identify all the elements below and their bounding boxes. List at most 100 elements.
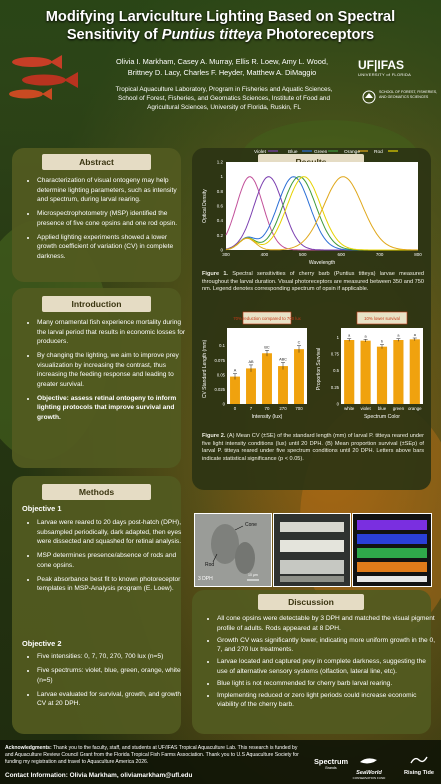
discussion-item: Blue light is not recommended for cherry… [217, 679, 437, 689]
y-tick-label: 0 [337, 402, 340, 407]
introduction-item: Many ornamental fish experience mortalit… [37, 318, 187, 347]
x-axis-label: Intensity (lux) [252, 414, 283, 420]
x-tick-label: 70 [265, 406, 270, 411]
introduction-list: Many ornamental fish experience mortalit… [25, 318, 187, 427]
significance-letter: a [414, 333, 417, 337]
fish-1 [12, 55, 62, 69]
bar [246, 368, 256, 404]
x-tick-label: green [393, 406, 405, 411]
abstract-list: Characterization of visual ontogeny may … [25, 176, 187, 266]
discussion-list: All cone opsins were detectable by 3 DPH… [205, 614, 437, 712]
discussion-item: Growth CV was significantly lower, indic… [217, 636, 437, 655]
tank-image [274, 514, 350, 586]
y-tick-label: 0.05 [217, 372, 226, 377]
y-tick-label: 0.25 [331, 385, 340, 390]
significance-letter: a [348, 334, 351, 338]
y-tick-label: 0.75 [331, 352, 340, 357]
discussion-item: All cone opsins were detectable by 3 DPH… [217, 614, 437, 633]
y-tick-label: 0.075 [215, 358, 226, 363]
introduction-heading: Introduction [42, 296, 151, 312]
authors: Olivia I. Markham, Casey A. Murray, Elli… [115, 57, 329, 77]
x-tick-label: violet [360, 406, 371, 411]
introduction-item: By changing the lighting, we aim to impr… [37, 351, 187, 389]
school-emblem-icon [362, 90, 376, 104]
y-tick-label: 0.1 [219, 343, 225, 348]
peak-label: 476 [290, 171, 297, 176]
x-tick-label: 7 [250, 406, 253, 411]
significance-letter: a [365, 334, 368, 338]
survival-spectrum-chart: 10% lower survival 0 0.25 0.5 0.75 1 a white a vi… [316, 311, 423, 420]
x-tick-label: orange [408, 406, 422, 411]
abstract-item: Microspectrophotometry (MSP) identified … [37, 209, 187, 228]
cone-label: Cone [245, 522, 257, 528]
abstract-item: Characterization of visual ontogeny may … [37, 176, 187, 205]
abstract-section [12, 148, 181, 282]
tank-photo-spectrum [352, 513, 432, 587]
title-line-2: Sensitivity of Puntius titteya Photorece… [66, 27, 375, 43]
x-tick-label: 270 [279, 406, 287, 411]
retina-micrograph: Cone Rod 3 DPH 10 µm [194, 513, 272, 587]
contact-info: Contact Information: Olivia Markham, oli… [5, 772, 193, 779]
age-label: 3 DPH [198, 576, 213, 582]
y-tick-label: 1.2 [217, 160, 224, 165]
school-logo: SCHOOL OF FOREST, FISHERIES, AND GEOMATI… [362, 90, 438, 104]
fish-illustration [9, 55, 78, 100]
poster-title: Modifying Larviculture Lighting Based on… [0, 8, 441, 44]
y-axis-label: Proportion Survival [316, 348, 322, 390]
legend-label: Violet [254, 149, 267, 155]
bar [294, 349, 304, 404]
discussion-section [192, 590, 431, 734]
y-tick-label: 0.4 [217, 218, 224, 223]
scale-label: 10 µm [248, 573, 258, 577]
sponsor-rising-tide-logo: Rising Tide [398, 752, 440, 776]
bar [230, 376, 240, 404]
introduction-objective: Objective: assess retinal ontogeny to in… [37, 394, 187, 423]
methods-item: Larvae were reared to 20 days post-hatch… [37, 518, 187, 547]
tank-photo-intensity [273, 513, 351, 587]
y-tick-label: 0 [223, 402, 226, 407]
acknowledgments: Acknowledgments: Thank you to the facult… [5, 745, 299, 765]
peak-label: 411 [265, 171, 272, 176]
bar [409, 339, 420, 404]
x-tick-label: 0 [234, 406, 237, 411]
discussion-heading: Discussion [258, 594, 364, 610]
objective-1-label: Objective 1 [22, 504, 62, 513]
bar [262, 353, 272, 404]
micrograph-image [195, 514, 271, 586]
spectral-sensitivity-chart: 0 0.2 0.4 0.6 0.8 1 1.2 300 400 500 600 700 800 Wavel… [202, 149, 422, 266]
legend-label: Orange [344, 149, 360, 155]
y-tick-label: 1 [220, 174, 223, 179]
significance-letter: C [298, 341, 301, 345]
x-tick-label: 700 [376, 252, 384, 257]
methods-item: Larvae evaluated for survival, growth, a… [37, 690, 187, 709]
x-tick-label: white [344, 406, 355, 411]
methods-obj2-list: Five intensities: 0, 7, 70, 270, 700 lux… [25, 652, 187, 713]
fish-2 [22, 72, 78, 88]
banner-box [242, 311, 292, 325]
x-tick-label: 600 [337, 252, 345, 257]
abstract-heading: Abstract [42, 154, 151, 170]
x-tick-label: 300 [222, 252, 230, 257]
banner-text: 70% reduction compared to 700 lux [233, 316, 301, 321]
discussion-item: Larvae located and captured prey in comp… [217, 657, 437, 676]
significance-letter: a [397, 334, 400, 338]
x-tick-label: 800 [414, 252, 422, 257]
y-tick-label: 0.6 [217, 204, 224, 209]
significance-letter: A [234, 369, 237, 373]
peak-label: 605 [340, 171, 347, 176]
significance-letter: ABC [279, 358, 287, 362]
sponsor-seaworld-logo: SeaWorld CONSERVATION FUND [346, 752, 392, 780]
objective-2-label: Objective 2 [22, 639, 62, 648]
spectrum-curve [225, 176, 419, 251]
banner-text: 10% lower survival [364, 316, 400, 321]
seaworld-whale-icon [360, 758, 377, 764]
x-axis-label: Spectrum Color [364, 414, 400, 420]
methods-item: Peak absorbance best fit to known photor… [37, 575, 187, 594]
peak-label: 491 [296, 171, 303, 176]
uf-ifas-logo: UF|IFAS UNIVERSITY of FLORIDA [358, 58, 412, 77]
y-axis-label: Optical Density [202, 189, 208, 223]
bar [393, 340, 404, 404]
figure-2-caption: Figure 2. (A) Mean CV (±SE) of the stand… [202, 433, 425, 462]
plot-area [226, 162, 418, 250]
figure-1-caption: Figure 1. Spectral sensitivities of cher… [202, 271, 425, 293]
